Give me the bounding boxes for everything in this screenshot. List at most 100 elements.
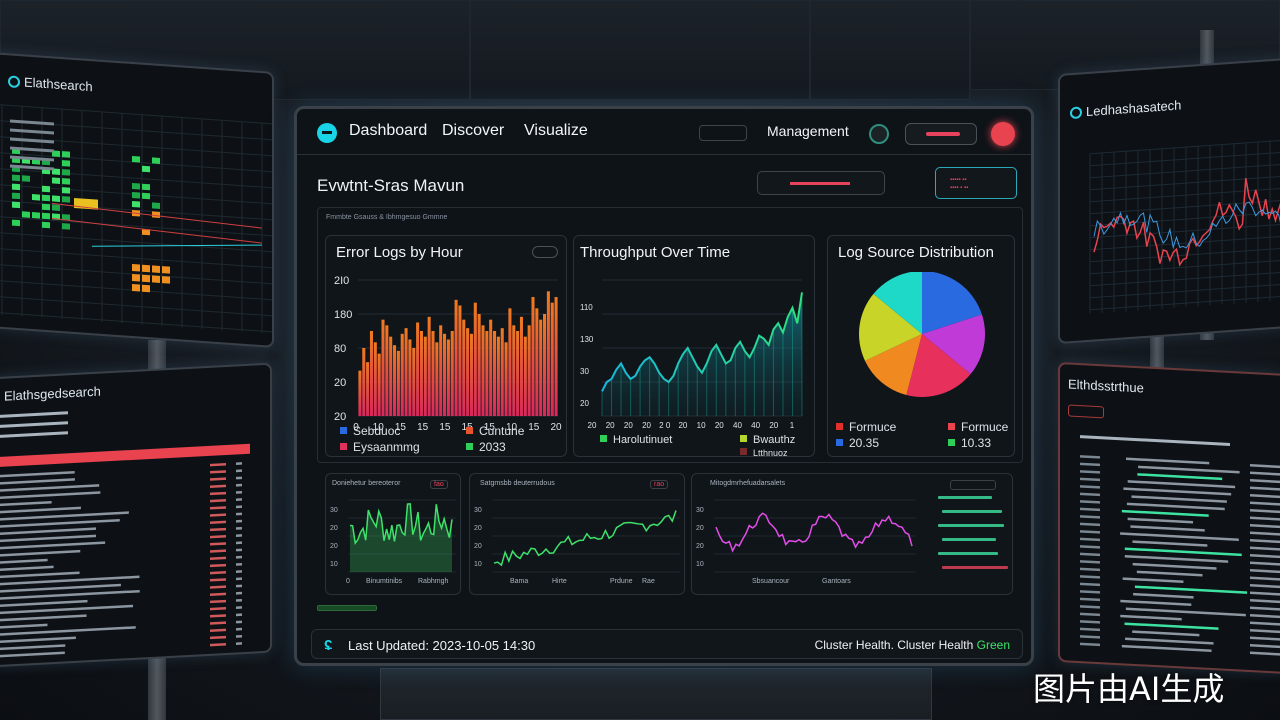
log-line [1080,620,1100,624]
legend-item: Sebduoc [340,424,400,438]
log-value [236,598,242,602]
bar [369,331,373,416]
nav-visualize[interactable]: Visualize [524,122,588,139]
heatmap-cell [22,175,30,182]
bar [469,333,473,416]
log-line [1126,502,1225,511]
log-line [1124,547,1242,557]
mini-chart-badge[interactable]: fao [430,480,448,489]
log-line [1132,540,1208,547]
log-line [1080,500,1100,504]
log-line [1120,599,1192,606]
log-value [236,642,242,645]
mini-chart-control[interactable] [950,480,996,490]
log-line [1080,455,1100,459]
log-value [210,563,226,568]
log-value [236,570,242,573]
mini-y-label: 10 [474,561,482,568]
legend-swatch [466,427,473,434]
nav-dashboard[interactable]: Dashboard [349,122,428,139]
search-pill[interactable] [905,123,977,145]
left-top-monitor: Elathsearch [0,52,274,348]
bar [435,342,439,416]
x-tick-label: 40 [733,421,742,430]
log-value [236,505,242,509]
cluster-health: Cluster Health. Cluster Health Green [814,638,1010,652]
stat-row [938,524,1004,527]
error-logs-bar-chart: 2I01808020200101515151515101520 [334,275,562,433]
bar [377,353,381,416]
heatmap-cell [62,169,70,176]
log-value [210,527,226,532]
bar [546,291,550,416]
x-tick-label: 15 [528,422,540,433]
log-line [0,644,66,651]
log-line [0,614,87,622]
time-picker[interactable] [699,125,747,141]
log-value [236,577,242,581]
mini-y-label: 10 [696,561,704,568]
grid-line [0,167,274,189]
mini-x-label: Prdune [610,578,633,585]
grid-line [1090,271,1280,287]
bar [458,305,462,416]
log-line [1080,522,1100,527]
alert-button[interactable] [991,122,1015,146]
bar [539,319,543,416]
log-value [236,512,242,516]
mini-y-label: 20 [330,525,338,532]
mini-y-label: 20 [696,525,704,532]
log-value [236,548,242,552]
grid-line [0,311,274,333]
bar [535,308,539,416]
log-line [0,583,121,593]
grid-line [1090,139,1280,155]
mini-chart-card: Satgmsbb deuterrudous rao 30 20 20 10 Bama … [469,473,685,595]
log-value [1250,629,1280,634]
log-line [0,589,140,600]
legend-swatch [740,435,747,442]
label-line [10,119,54,126]
heatmap-cell [12,174,20,182]
cluster-status: Green [976,638,1010,652]
log-line [1123,487,1232,496]
nav-management[interactable]: Management [767,123,849,139]
x-tick-label: 20 [642,421,651,430]
legend-swatch [836,423,843,430]
log-value [236,613,242,617]
log-line [1121,509,1209,517]
log-line [1080,477,1100,482]
y-tick-label: 20 [334,411,346,423]
log-line [1137,473,1223,481]
bar [519,316,523,416]
mini-y-label: 30 [474,507,482,514]
bar [473,302,477,416]
heatmap-cell [32,212,40,219]
heatmap-cell [42,203,50,211]
mini-chart-badge[interactable]: rao [650,480,669,489]
log-value [236,620,242,624]
settings-icon[interactable] [869,124,889,144]
error-logs-toggle[interactable] [532,246,558,258]
grid-line [0,215,274,237]
grid-line [0,103,274,125]
right-bottom-monitor: Elthdsstrthue [1058,361,1280,675]
legend-swatch [600,435,607,442]
log-line [1125,637,1214,645]
log-line [1136,570,1203,577]
refresh-slider[interactable] [757,171,885,195]
bar [493,331,497,416]
heatmap-cell [152,202,160,209]
kibana-logo-icon[interactable] [317,123,337,143]
mini-y-label: 10 [330,561,338,568]
log-line [0,527,97,536]
stat-list [932,496,1008,586]
heatmap-cell [62,196,70,203]
date-range-button[interactable]: ▪▪▪▪▪ ▪▪ ▪▪▪▪ ▪ ▪▪ [935,167,1017,199]
log-value [1250,591,1280,596]
nav-discover[interactable]: Discover [442,122,505,139]
y-tick-label: 20 [334,377,346,389]
bar [358,370,362,416]
log-value [210,628,226,632]
x-tick-label: 15 [484,422,496,433]
